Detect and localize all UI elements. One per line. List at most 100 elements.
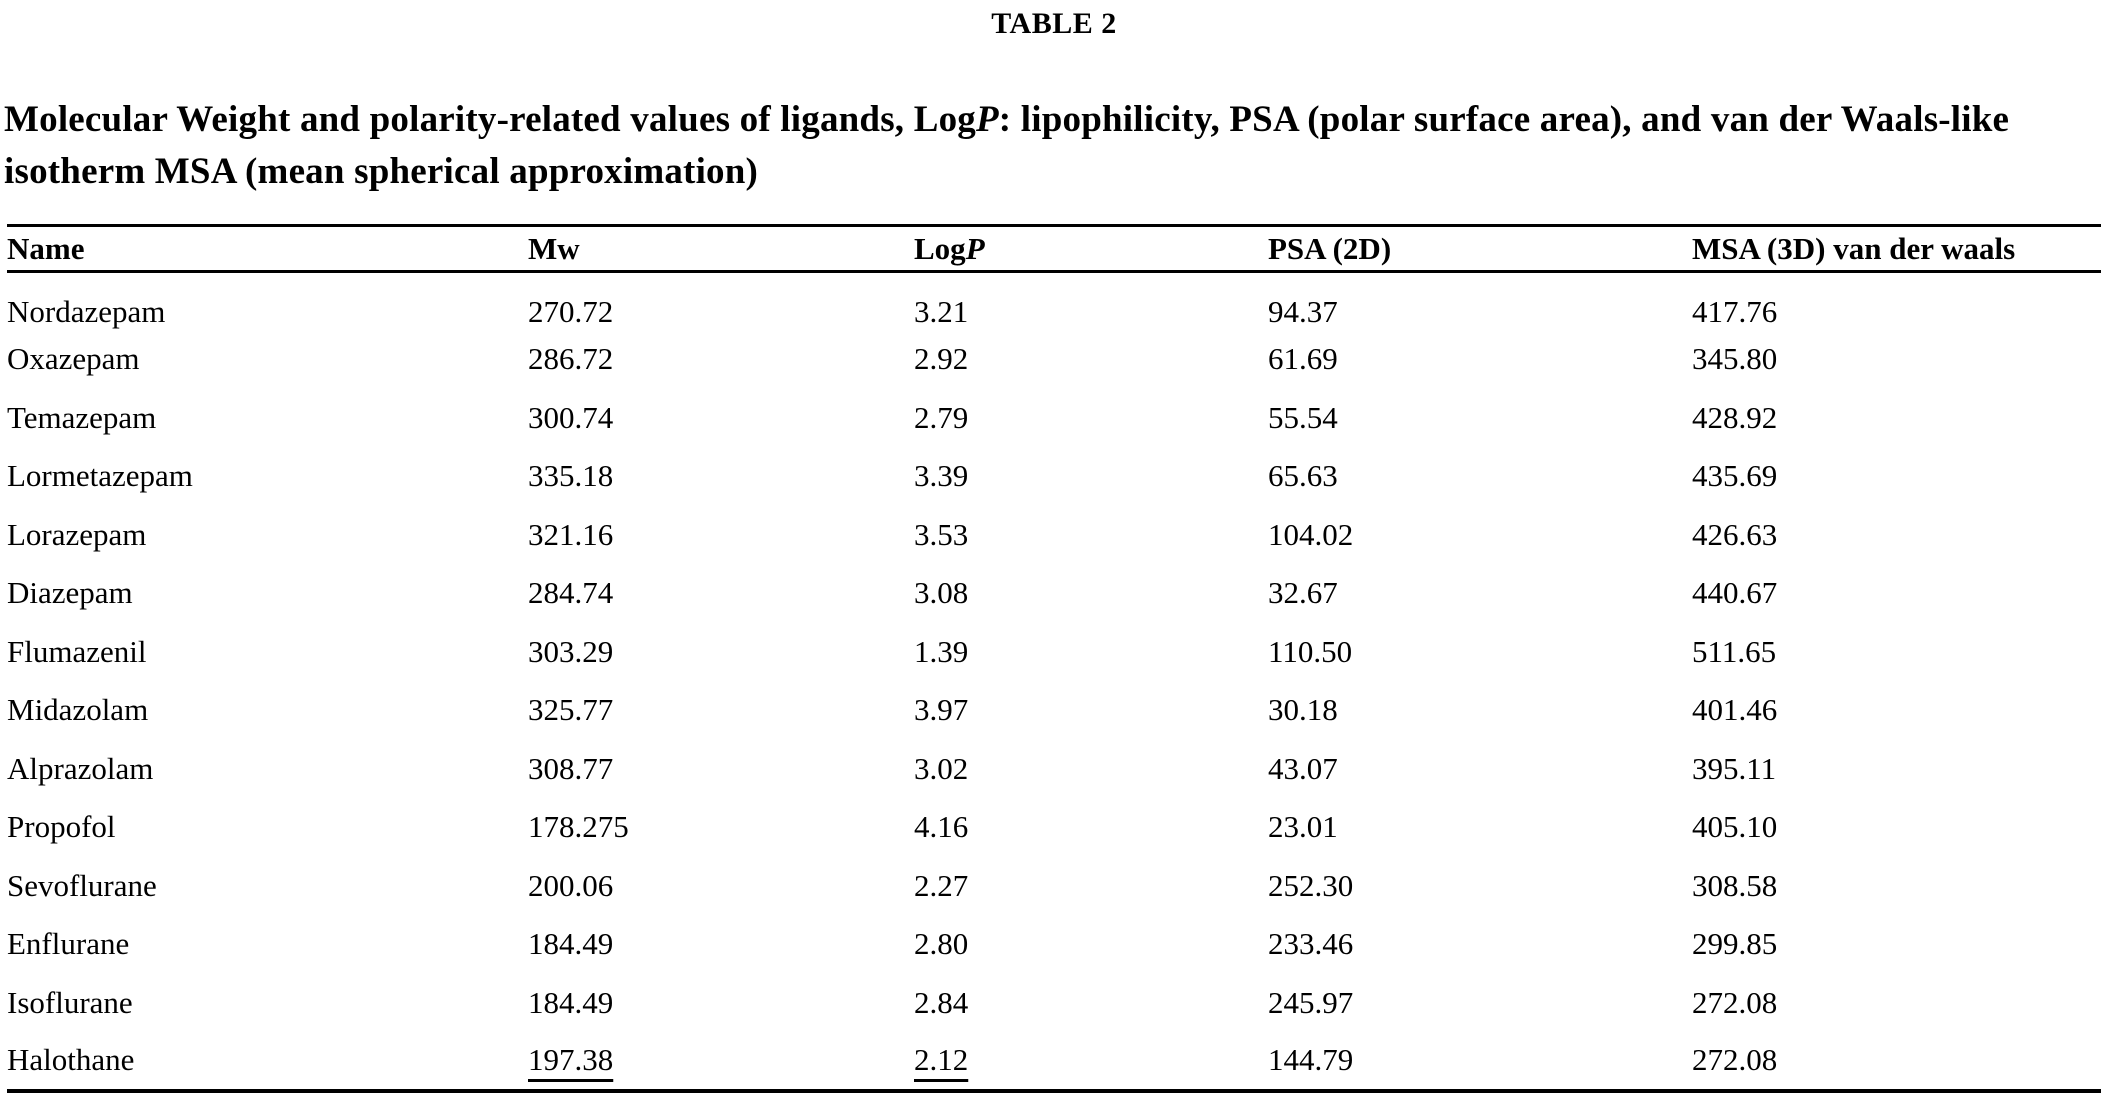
- caption-text-1: Molecular Weight and polarity-related va…: [4, 99, 976, 140]
- cell-name: Alprazolam: [7, 750, 154, 786]
- cell-logp: 3.39: [914, 458, 969, 494]
- cell-name: Flumazenil: [7, 633, 147, 669]
- cell-msa: 511.65: [1692, 633, 1777, 669]
- cell-msa: 435.69: [1692, 458, 1778, 494]
- cell-psa: 94.37: [1268, 293, 1338, 329]
- table-number-label: TABLE 2: [991, 7, 1117, 40]
- cell-mw: 200.06: [528, 867, 614, 903]
- cell-name: Enflurane: [7, 926, 130, 962]
- underlined-value: 197.38: [528, 1042, 614, 1078]
- cell-mw: 286.72: [528, 341, 614, 377]
- cell-psa: 252.30: [1268, 867, 1354, 903]
- cell-msa: 308.58: [1692, 867, 1778, 903]
- cell-msa: 272.08: [1692, 984, 1778, 1020]
- cell-logp: 2.80: [914, 926, 969, 962]
- cell-psa: 233.46: [1268, 926, 1354, 962]
- table-row: Alprazolam 308.77 3.02 43.07 395.11: [7, 740, 2101, 799]
- cell-mw: 335.18: [528, 458, 614, 494]
- cell-logp: 2.84: [914, 984, 969, 1020]
- table-row: Propofol 178.275 4.16 23.01 405.10: [7, 798, 2101, 857]
- cell-psa: 104.02: [1268, 516, 1354, 552]
- column-header-mw: Mw: [528, 230, 580, 266]
- cell-mw: 321.16: [528, 516, 614, 552]
- table-row: Lorazepam 321.16 3.53 104.02 426.63: [7, 506, 2101, 565]
- cell-name: Sevoflurane: [7, 867, 157, 903]
- cell-msa: 417.76: [1692, 293, 1778, 329]
- cell-logp: 4.16: [914, 809, 969, 845]
- cell-name: Nordazepam: [7, 293, 166, 329]
- cell-name: Lorazepam: [7, 516, 147, 552]
- cell-name: Diazepam: [7, 575, 133, 611]
- table-row: Oxazepam 286.72 2.92 61.69 345.80: [7, 330, 2101, 389]
- cell-name: Lormetazepam: [7, 458, 193, 494]
- cell-mw: 284.74: [528, 575, 614, 611]
- cell-mw: 300.74: [528, 399, 614, 435]
- cell-name: Propofol: [7, 809, 116, 845]
- ligand-properties-table: Name Mw LogP PSA (2D) MSA (3D) van der w…: [7, 224, 2101, 1093]
- cell-mw: 184.49: [528, 984, 614, 1020]
- cell-logp: 2.79: [914, 399, 969, 435]
- cell-logp: 2.12: [914, 1032, 1268, 1091]
- cell-psa: 32.67: [1268, 575, 1338, 611]
- table-row: Nordazepam 270.72 3.21 94.37 417.76: [7, 272, 2101, 331]
- cell-msa: 440.67: [1692, 575, 1778, 611]
- cell-mw: 308.77: [528, 750, 614, 786]
- cell-psa: 144.79: [1268, 1042, 1354, 1078]
- cell-psa: 55.54: [1268, 399, 1338, 435]
- cell-mw: 178.275: [528, 809, 629, 845]
- table-row: Temazepam 300.74 2.79 55.54 428.92: [7, 389, 2101, 448]
- cell-logp: 3.08: [914, 575, 969, 611]
- cell-name: Temazepam: [7, 399, 157, 435]
- caption-text-2: : lipophilicity, PSA (polar surface area…: [4, 99, 2010, 192]
- cell-name: Isoflurane: [7, 984, 133, 1020]
- cell-mw: 270.72: [528, 293, 614, 329]
- cell-msa: 426.63: [1692, 516, 1778, 552]
- cell-msa: 405.10: [1692, 809, 1778, 845]
- cell-msa: 401.46: [1692, 692, 1778, 728]
- table-row: Isoflurane 184.49 2.84 245.97 272.08: [7, 974, 2101, 1033]
- cell-psa: 65.63: [1268, 458, 1338, 494]
- cell-psa: 245.97: [1268, 984, 1354, 1020]
- table-header: Name Mw LogP PSA (2D) MSA (3D) van der w…: [7, 226, 2101, 272]
- table-row: Midazolam 325.77 3.97 30.18 401.46: [7, 681, 2101, 740]
- cell-logp: 3.21: [914, 293, 969, 329]
- cell-name: Oxazepam: [7, 341, 140, 377]
- cell-logp: 3.02: [914, 750, 969, 786]
- underlined-value: 2.12: [914, 1042, 969, 1078]
- cell-msa: 272.08: [1692, 1042, 1778, 1078]
- cell-mw: 197.38: [528, 1032, 914, 1091]
- cell-logp: 2.92: [914, 341, 969, 377]
- table-row: Halothane 197.38 2.12 144.79 272.08: [7, 1032, 2101, 1091]
- cell-psa: 30.18: [1268, 692, 1338, 728]
- table-row: Diazepam 284.74 3.08 32.67 440.67: [7, 564, 2101, 623]
- column-header-logp: LogP: [914, 230, 985, 266]
- column-header-name: Name: [7, 230, 85, 266]
- table-row: Lormetazepam 335.18 3.39 65.63 435.69: [7, 447, 2101, 506]
- table-row: Enflurane 184.49 2.80 233.46 299.85: [7, 915, 2101, 974]
- cell-msa: 345.80: [1692, 341, 1778, 377]
- cell-psa: 23.01: [1268, 809, 1338, 845]
- cell-logp: 1.39: [914, 633, 969, 669]
- cell-mw: 184.49: [528, 926, 614, 962]
- cell-logp: 3.53: [914, 516, 969, 552]
- cell-logp: 2.27: [914, 867, 969, 903]
- cell-psa: 110.50: [1268, 633, 1353, 669]
- table-row: Sevoflurane 200.06 2.27 252.30 308.58: [7, 857, 2101, 916]
- column-header-msa: MSA (3D) van der waals: [1692, 230, 2016, 266]
- table-row: Flumazenil 303.29 1.39 110.50 511.65: [7, 623, 2101, 682]
- table-caption: Molecular Weight and polarity-related va…: [4, 94, 2098, 198]
- column-header-psa: PSA (2D): [1268, 230, 1392, 266]
- caption-italic-p: P: [975, 99, 999, 140]
- cell-mw: 303.29: [528, 633, 614, 669]
- cell-msa: 299.85: [1692, 926, 1778, 962]
- cell-logp: 3.97: [914, 692, 969, 728]
- cell-psa: 61.69: [1268, 341, 1338, 377]
- header-row: Name Mw LogP PSA (2D) MSA (3D) van der w…: [7, 226, 2101, 272]
- cell-msa: 395.11: [1692, 750, 1777, 786]
- cell-name: Midazolam: [7, 692, 149, 728]
- cell-mw: 325.77: [528, 692, 614, 728]
- table-body: Nordazepam 270.72 3.21 94.37 417.76 Oxaz…: [7, 272, 2101, 1091]
- cell-msa: 428.92: [1692, 399, 1778, 435]
- cell-name: Halothane: [7, 1042, 135, 1078]
